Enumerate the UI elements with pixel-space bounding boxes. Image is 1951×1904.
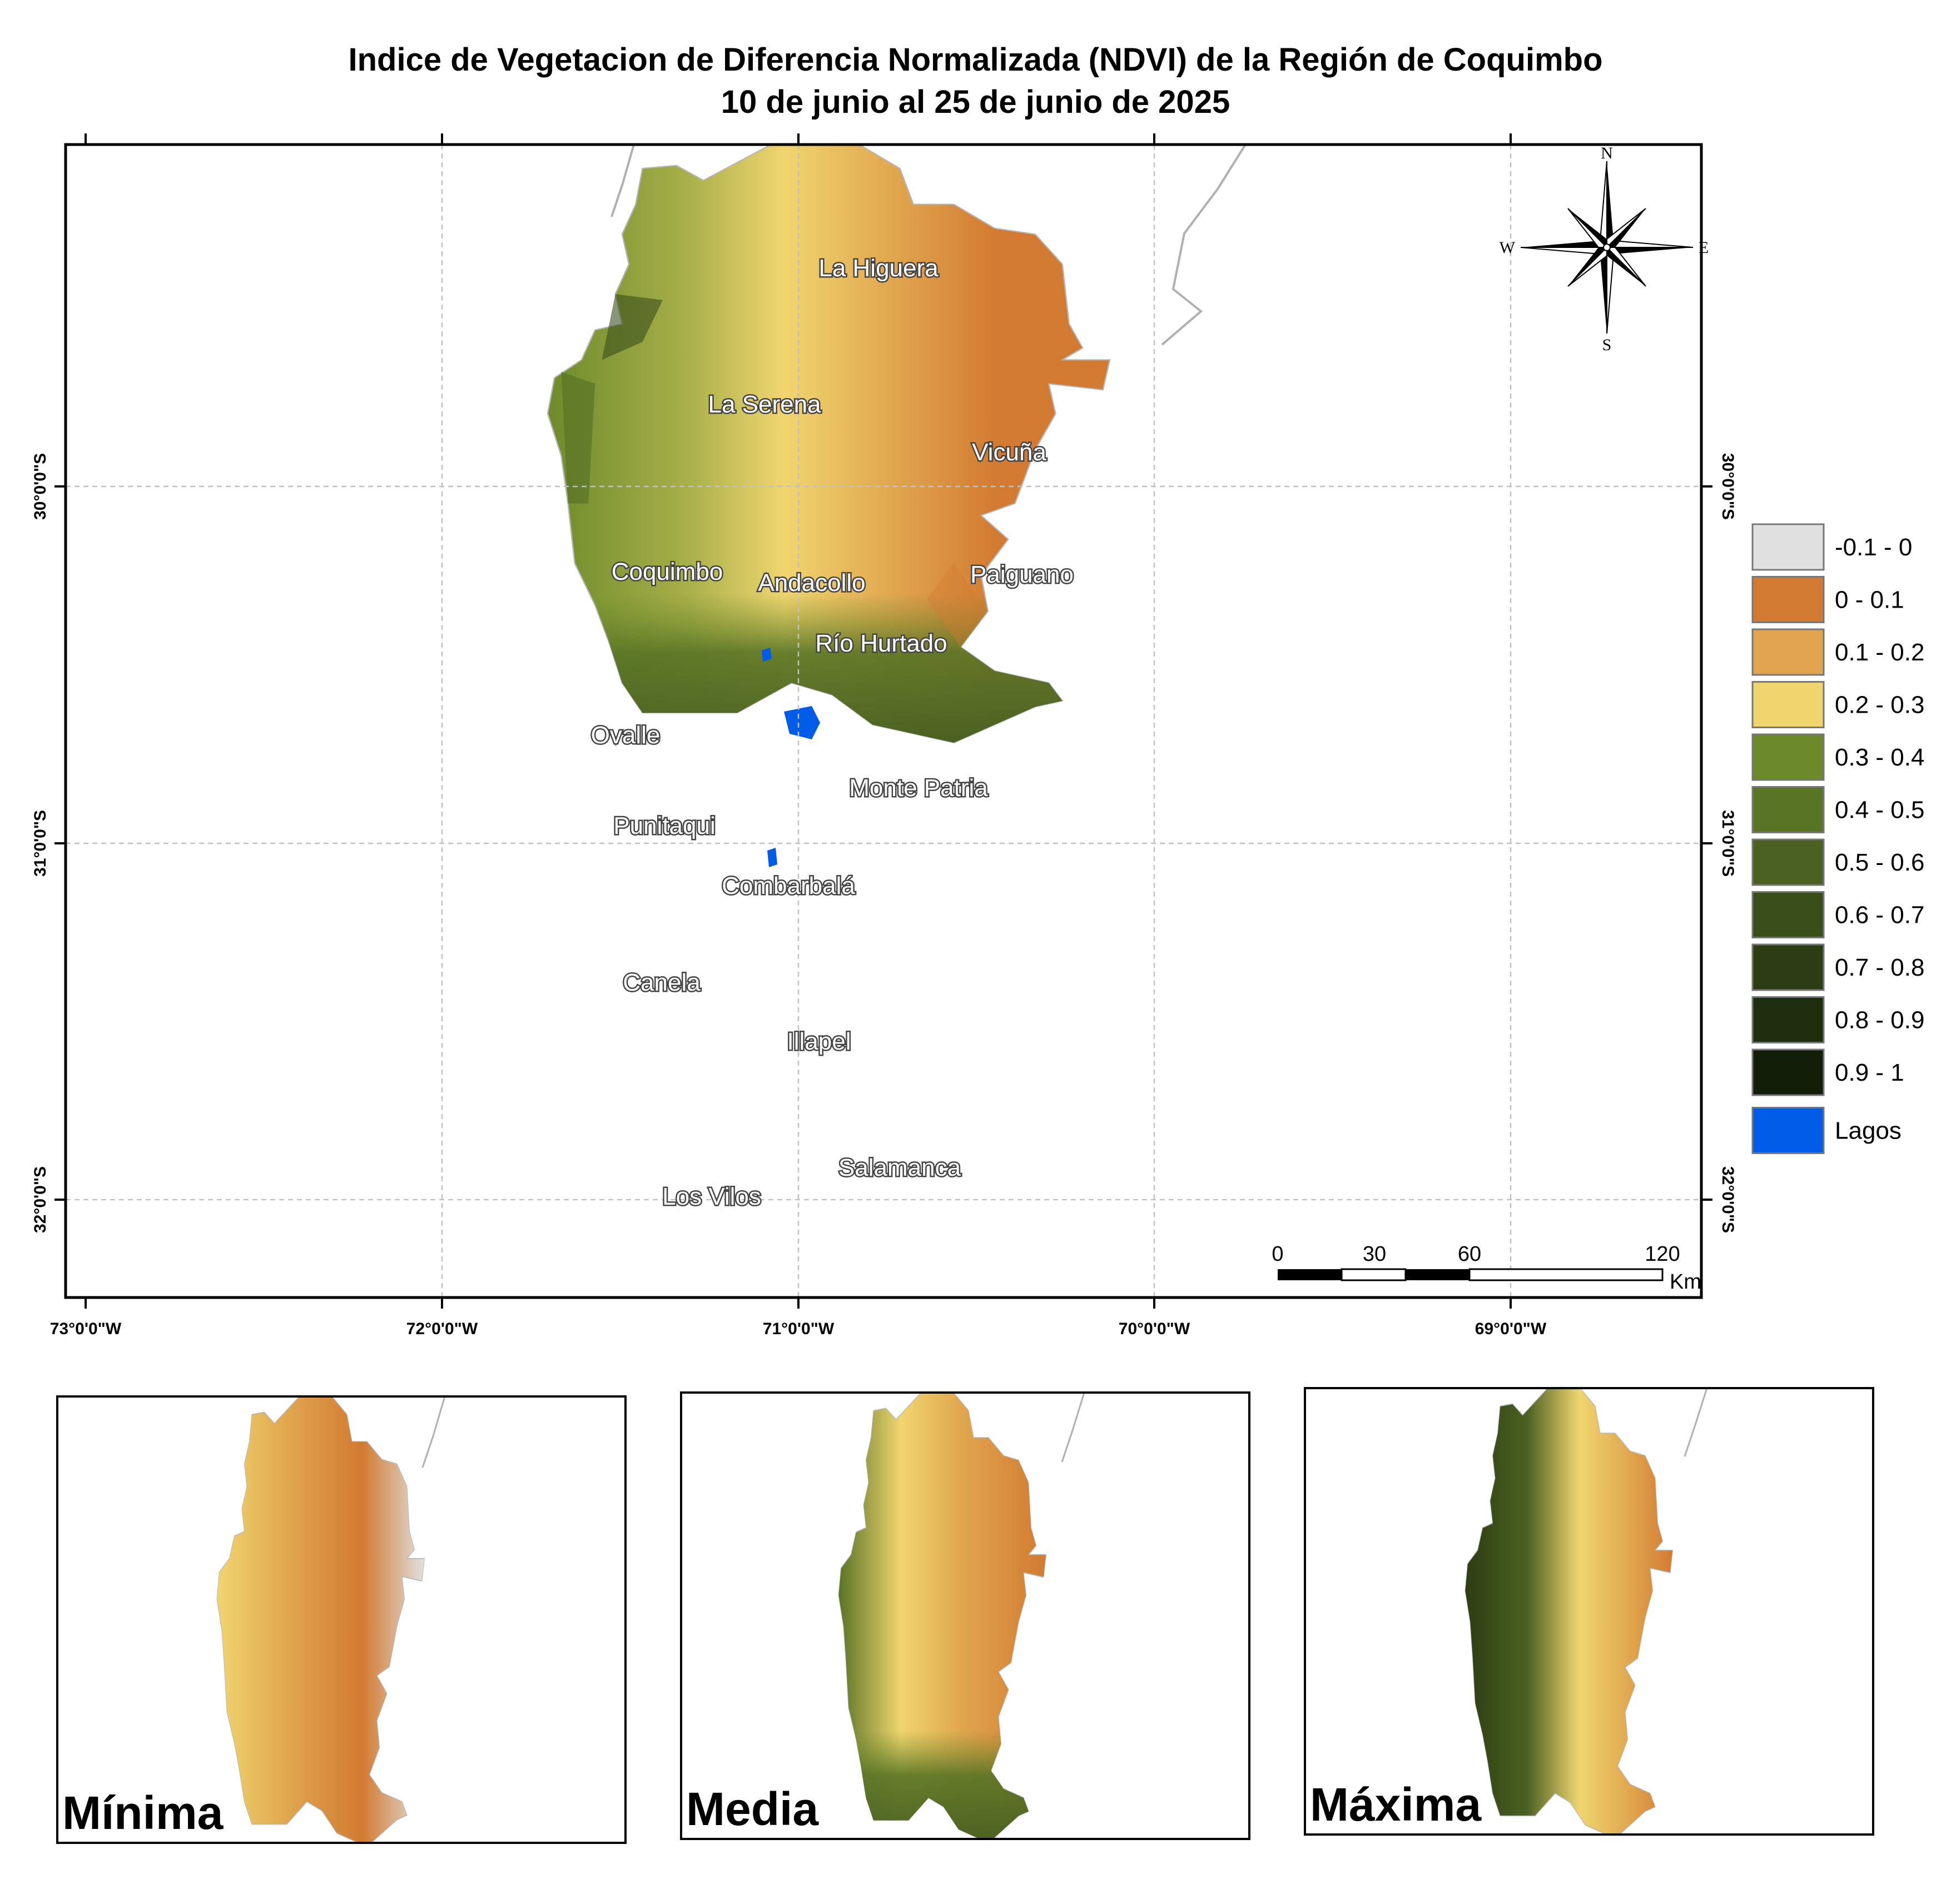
legend-swatch (1751, 681, 1825, 728)
place-illapel: Illapel (787, 1028, 851, 1055)
main-map-frame (64, 143, 1703, 1299)
lat-label: 32°0'0"S (1719, 1166, 1737, 1233)
compass-e: E (1699, 238, 1709, 257)
scale-tick: 0 (1272, 1242, 1283, 1266)
title-line-1: Indice de Vegetacion de Diferencia Norma… (348, 42, 1603, 78)
legend-label: 0.8 - 0.9 (1835, 1007, 1924, 1034)
place-punitaqui: Punitaqui (613, 812, 715, 839)
legend-label: Lagos (1835, 1117, 1902, 1145)
legend-swatch (1751, 523, 1825, 571)
inset-minima: Mínima (56, 1395, 627, 1844)
inset-label-minima: Mínima (62, 1787, 224, 1839)
lat-label: 31°0'0"S (1719, 810, 1737, 877)
lon-label: 73°0'0"W (50, 1320, 122, 1338)
legend-label: 0.2 - 0.3 (1835, 692, 1924, 719)
inset-maxima: Máxima (1304, 1387, 1874, 1836)
graticule (66, 145, 1701, 1297)
lat-label: 30°0'0"S (1719, 453, 1737, 520)
lat-label: 31°0'0"S (31, 810, 49, 877)
legend-label: 0 - 0.1 (1835, 586, 1904, 614)
place-canela: Canela (623, 969, 701, 996)
inset-media: Media (680, 1391, 1250, 1840)
place-los-vilos: Los Vilos (662, 1183, 761, 1210)
scale-unit: Km (1670, 1270, 1701, 1294)
main-map: 73°0'0"W 72°0'0"W 71°0'0"W 70°0'0"W 69°0… (31, 133, 1737, 1338)
lat-label: 32°0'0"S (31, 1166, 49, 1233)
lon-label: 72°0'0"W (406, 1320, 478, 1338)
legend-swatch (1751, 1048, 1825, 1096)
legend-label: 0.1 - 0.2 (1835, 639, 1924, 666)
scale-tick: 120 (1645, 1242, 1680, 1266)
place-la-serena: La Serena (708, 391, 821, 418)
scale-tick: 60 (1458, 1242, 1481, 1266)
legend-swatch (1751, 786, 1825, 833)
legend-label: 0.9 - 1 (1835, 1059, 1904, 1086)
inset-label-media: Media (686, 1783, 819, 1835)
scale-tick: 30 (1363, 1242, 1386, 1266)
place-combarbala: Combarbalá (722, 872, 855, 899)
legend-label: 0.7 - 0.8 (1835, 954, 1924, 981)
neighbor-boundary (610, 145, 1247, 346)
legend-swatch (1751, 838, 1825, 886)
lake-icon (762, 648, 772, 662)
place-monte-patria: Monte Patria (849, 774, 988, 802)
legend-swatch (1751, 733, 1825, 781)
legend-swatch (1751, 628, 1825, 676)
legend-label: 0.5 - 0.6 (1835, 849, 1924, 876)
legend-swatch (1751, 943, 1825, 991)
place-paiguano: Paiguano (970, 561, 1074, 588)
legend-swatch (1751, 891, 1825, 938)
legend-swatch (1751, 1107, 1825, 1154)
lake-icon (784, 706, 820, 739)
legend-label: 0.6 - 0.7 (1835, 902, 1924, 929)
lake-icon (767, 848, 777, 867)
scale-bar: 0 30 60 120 Km (1272, 1242, 1701, 1294)
place-andacollo: Andacollo (758, 569, 865, 596)
compass-w: W (1500, 238, 1516, 257)
lat-label: 30°0'0"S (31, 453, 49, 520)
legend-swatch (1751, 576, 1825, 623)
place-vicuna: Vicuña (972, 439, 1046, 466)
place-salamanca: Salamanca (838, 1154, 961, 1181)
lon-label: 69°0'0"W (1475, 1320, 1547, 1338)
map-title: Indice de Vegetacion de Diferencia Norma… (0, 39, 1951, 123)
legend-swatch (1751, 996, 1825, 1043)
legend: -0.1 - 0 0 - 0.1 0.1 - 0.2 0.2 - 0.3 0.3 - 0… (1751, 523, 1924, 1154)
lon-label: 70°0'0"W (1119, 1320, 1190, 1338)
title-line-2: 10 de junio al 25 de junio de 2025 (721, 84, 1230, 120)
inset-label-maxima: Máxima (1310, 1778, 1482, 1831)
region-ndvi-main (547, 145, 1111, 744)
legend-label: 0.4 - 0.5 (1835, 797, 1924, 824)
place-rio-hurtado: Río Hurtado (815, 630, 947, 657)
lon-label: 71°0'0"W (763, 1320, 835, 1338)
place-coquimbo: Coquimbo (612, 558, 723, 585)
place-la-higuera: La Higuera (818, 255, 939, 282)
legend-label: -0.1 - 0 (1835, 534, 1912, 561)
place-ovalle: Ovalle (591, 722, 661, 749)
compass-rose-icon: N S E W (1500, 144, 1709, 354)
legend-label: 0.3 - 0.4 (1835, 744, 1924, 771)
compass-s: S (1602, 336, 1612, 354)
compass-n: N (1601, 144, 1613, 162)
